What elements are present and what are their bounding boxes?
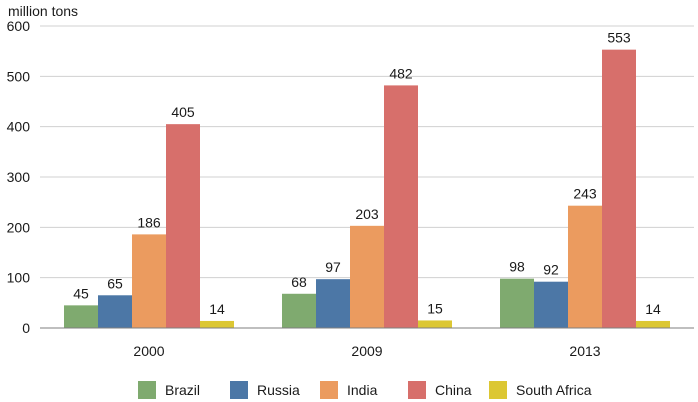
- legend-label-china: China: [435, 382, 472, 398]
- x-tick-label-2013: 2013: [569, 343, 600, 359]
- data-label-india-2009: 203: [355, 206, 379, 222]
- y-tick-label-0: 0: [22, 320, 30, 336]
- x-axis-ticks: 2000 2009 2013: [133, 343, 600, 359]
- data-labels: 45 65 186 405 14 68 97 203 482 15 98 92 243 553 14: [73, 30, 661, 317]
- data-label-russia-2000: 65: [107, 275, 123, 291]
- bar-china-2009: [384, 85, 418, 328]
- bar-india-2000: [132, 234, 166, 328]
- legend: Brazil Russia India China South Africa: [138, 381, 592, 399]
- y-tick-label-400: 400: [7, 119, 31, 135]
- legend-label-russia: Russia: [257, 382, 300, 398]
- legend-label-india: India: [347, 382, 378, 398]
- x-tick-label-2009: 2009: [351, 343, 382, 359]
- legend-swatch-china: [408, 381, 426, 399]
- bar-russia-2000: [98, 295, 132, 328]
- bars: [64, 49, 670, 329]
- bar-russia-2013: [534, 281, 568, 328]
- data-label-india-2000: 186: [137, 214, 161, 230]
- y-tick-label-300: 300: [7, 169, 31, 185]
- data-label-south-africa-2009: 15: [427, 300, 443, 316]
- data-label-china-2000: 405: [171, 104, 195, 120]
- legend-label-brazil: Brazil: [165, 382, 200, 398]
- x-tick-label-2000: 2000: [133, 343, 164, 359]
- legend-swatch-brazil: [138, 381, 156, 399]
- legend-swatch-south-africa: [489, 381, 507, 399]
- bar-china-2000: [166, 124, 200, 329]
- bar-russia-2009: [316, 279, 350, 328]
- y-axis-unit-label: million tons: [8, 3, 78, 19]
- legend-label-south-africa: South Africa: [516, 382, 592, 398]
- legend-swatch-india: [320, 381, 338, 399]
- data-label-china-2013: 553: [607, 30, 631, 46]
- bar-china-2013: [602, 49, 636, 328]
- data-label-brazil-2013: 98: [509, 259, 525, 275]
- bar-south-africa-2013: [636, 320, 670, 328]
- data-label-india-2013: 243: [573, 186, 597, 202]
- bar-brazil-2009: [282, 293, 316, 328]
- bar-south-africa-2000: [200, 320, 234, 328]
- bar-india-2013: [568, 205, 602, 328]
- bar-brazil-2013: [500, 278, 534, 328]
- data-label-south-africa-2013: 14: [645, 301, 661, 317]
- data-label-brazil-2009: 68: [291, 274, 307, 290]
- legend-swatch-russia: [230, 381, 248, 399]
- data-label-russia-2013: 92: [543, 262, 559, 278]
- data-label-south-africa-2000: 14: [209, 301, 225, 317]
- bar-india-2009: [350, 225, 384, 328]
- bar-brazil-2000: [64, 305, 98, 328]
- bar-south-africa-2009: [418, 320, 452, 328]
- data-label-china-2009: 482: [389, 65, 413, 81]
- y-tick-label-500: 500: [7, 68, 31, 84]
- y-tick-label-200: 200: [7, 219, 31, 235]
- y-tick-label-100: 100: [7, 270, 31, 286]
- y-axis-ticks: 0 100 200 300 400 500 600: [7, 18, 31, 336]
- data-label-russia-2009: 97: [325, 259, 341, 275]
- data-label-brazil-2000: 45: [73, 285, 89, 301]
- y-tick-label-600: 600: [7, 18, 31, 34]
